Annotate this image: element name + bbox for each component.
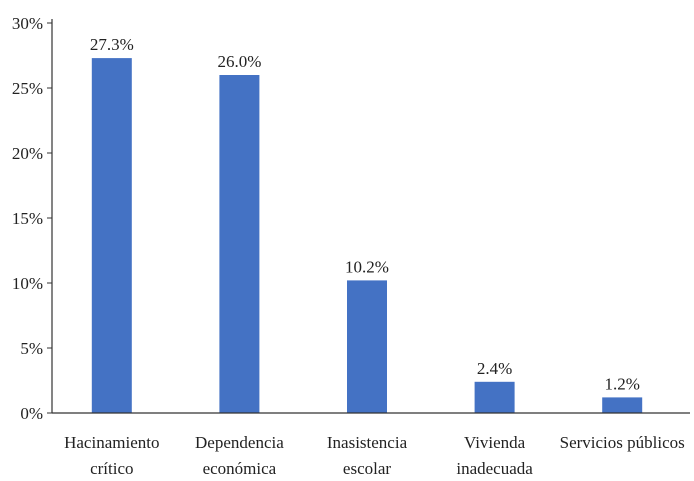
y-tick-label: 15%: [12, 209, 43, 228]
bar: [91, 58, 132, 413]
data-label: 1.2%: [604, 374, 639, 393]
x-tick-label: escolar: [343, 459, 391, 478]
bar: [347, 280, 387, 413]
data-label: 27.3%: [90, 35, 134, 54]
y-tick-label: 30%: [12, 14, 43, 33]
category-labels: Hacinamiento crítico Dependencia económica I…: [64, 433, 685, 478]
bars: [91, 58, 643, 413]
y-tick-label: 5%: [20, 339, 43, 358]
bar: [602, 397, 643, 413]
x-tick-label: inadecuada: [456, 459, 533, 478]
data-label: 26.0%: [217, 52, 261, 71]
y-tick-label: 10%: [12, 274, 43, 293]
bar: [219, 75, 260, 413]
y-tick-label: 20%: [12, 144, 43, 163]
bar: [474, 381, 515, 413]
x-tick-label: Inasistencia: [327, 433, 408, 452]
data-labels: 27.3% 26.0% 10.2% 2.4% 1.2%: [90, 35, 640, 393]
y-tick-label: 25%: [12, 79, 43, 98]
x-tick-label: económica: [203, 459, 277, 478]
data-label: 2.4%: [477, 359, 512, 378]
data-label: 10.2%: [345, 257, 389, 276]
x-tick-label: crítico: [90, 459, 133, 478]
x-tick-label: Hacinamiento: [64, 433, 159, 452]
x-tick-label: Dependencia: [195, 433, 284, 452]
x-tick-label: Servicios públicos: [560, 433, 685, 452]
y-axis-ticks: 0% 5% 10% 15% 20% 25% 30%: [12, 14, 52, 423]
y-tick-label: 0%: [20, 404, 43, 423]
x-tick-label: Vivienda: [464, 433, 526, 452]
